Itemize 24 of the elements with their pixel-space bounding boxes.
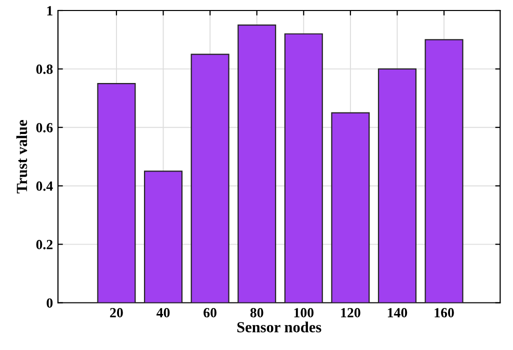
y-tick-label: 1 xyxy=(47,6,52,16)
bar xyxy=(424,39,464,303)
x-tick-label: 120 xyxy=(341,308,360,318)
bar xyxy=(284,33,323,303)
x-tick-label: 160 xyxy=(434,308,454,318)
x-tick-label: 140 xyxy=(388,308,408,318)
x-axis-title: Sensor nodes xyxy=(237,322,322,332)
y-tick-label: 0.2 xyxy=(36,240,53,250)
y-tick-label: 0 xyxy=(46,298,53,308)
bar xyxy=(378,68,416,303)
bar xyxy=(238,24,276,303)
bar xyxy=(144,170,183,303)
y-tick-label: 0.4 xyxy=(36,181,53,191)
x-tick-label: 20 xyxy=(110,308,123,318)
x-tick-label: 40 xyxy=(156,308,170,318)
y-tick-label: 0.8 xyxy=(36,64,53,74)
bar xyxy=(331,112,370,303)
y-axis-title: Trust value xyxy=(16,120,28,194)
y-tick-label: 0.6 xyxy=(36,122,53,132)
bar xyxy=(97,83,136,303)
x-tick-label: 100 xyxy=(294,308,314,318)
bar xyxy=(190,54,230,303)
x-tick-label: 60 xyxy=(204,308,216,318)
x-tick-label: 80 xyxy=(250,308,264,318)
